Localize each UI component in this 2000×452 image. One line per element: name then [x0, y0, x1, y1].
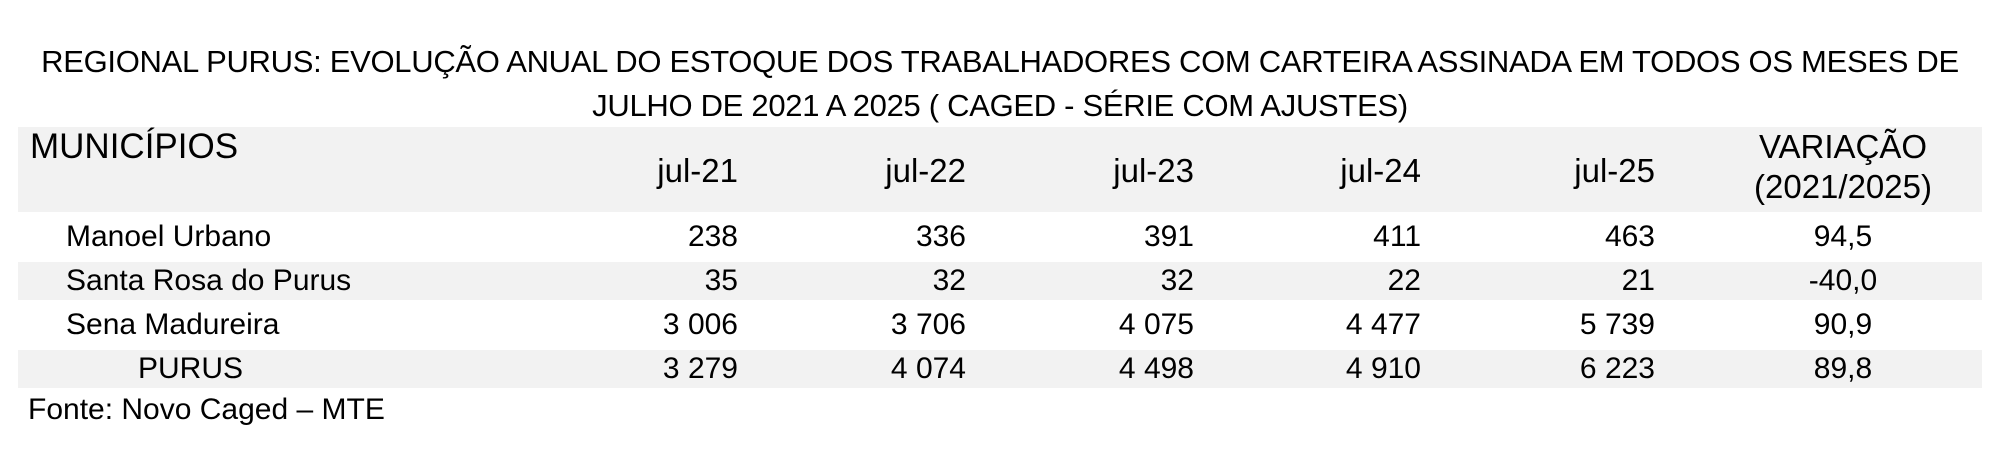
cell-jul-23: 32: [1160, 264, 1194, 297]
cell-jul-21: 3 279: [662, 352, 738, 385]
header-jul-22: jul-22: [885, 152, 966, 189]
header-jul-21: jul-21: [657, 152, 738, 189]
cell-jul-21: 35: [704, 264, 738, 297]
cell-jul-22: 4 074: [890, 352, 966, 385]
title-line-1: REGIONAL PURUS: EVOLUÇÃO ANUAL DO ESTOQU…: [41, 44, 1959, 79]
row-total-label: PURUS: [138, 352, 244, 385]
cell-jul-21: 238: [687, 220, 738, 253]
table-row: Sena Madureira 3 006 3 706 4 075 4 477 5…: [18, 306, 1982, 344]
cell-variacao: -40,0: [1808, 264, 1878, 297]
cell-jul-22: 336: [915, 220, 966, 253]
cell-jul-23: 4 498: [1118, 352, 1194, 385]
row-municipio: Manoel Urbano: [66, 220, 272, 253]
header-variacao-period: (2021/2025): [1754, 168, 1932, 205]
row-municipio: Sena Madureira: [66, 308, 280, 341]
table-row: Santa Rosa do Purus 35 32 32 22 21 -40,0: [18, 262, 1982, 300]
cell-jul-22: 32: [932, 264, 966, 297]
cell-jul-24: 4 477: [1345, 308, 1421, 341]
header-jul-24: jul-24: [1340, 152, 1421, 189]
cell-jul-24: 4 910: [1345, 352, 1421, 385]
cell-jul-25: 21: [1621, 264, 1655, 297]
cell-jul-22: 3 706: [890, 308, 966, 341]
table-row-total: PURUS 3 279 4 074 4 498 4 910 6 223 89,8: [18, 350, 1982, 388]
header-variacao: VARIAÇÃO (2021/2025): [1698, 127, 1988, 207]
header-jul-23: jul-23: [1113, 152, 1194, 189]
cell-variacao: 94,5: [1813, 220, 1873, 253]
cell-jul-25: 463: [1604, 220, 1655, 253]
cell-jul-23: 4 075: [1118, 308, 1194, 341]
cell-jul-21: 3 006: [662, 308, 738, 341]
cell-jul-24: 22: [1387, 264, 1421, 297]
table-row: Manoel Urbano 238 336 391 411 463 94,5: [18, 218, 1982, 256]
cell-jul-24: 411: [1373, 220, 1421, 253]
cell-jul-25: 6 223: [1579, 352, 1655, 385]
cell-jul-25: 5 739: [1579, 308, 1655, 341]
row-municipio: Santa Rosa do Purus: [66, 264, 352, 297]
cell-variacao: 90,9: [1813, 308, 1873, 341]
table-header-row: MUNICÍPIOS jul-21 jul-22 jul-23 jul-24 j…: [18, 127, 1982, 212]
source-note: Fonte: Novo Caged – MTE: [28, 393, 385, 426]
data-table: MUNICÍPIOS jul-21 jul-22 jul-23 jul-24 j…: [18, 127, 1982, 394]
cell-variacao: 89,8: [1813, 352, 1873, 385]
header-variacao-label: VARIAÇÃO: [1758, 128, 1928, 165]
title-line-2: JULHO DE 2021 A 2025 ( CAGED - SÉRIE COM…: [592, 88, 1408, 123]
table-title: REGIONAL PURUS: EVOLUÇÃO ANUAL DO ESTOQU…: [0, 40, 2000, 128]
cell-jul-23: 391: [1143, 220, 1194, 253]
header-municipios: MUNICÍPIOS: [30, 127, 239, 166]
header-jul-25: jul-25: [1574, 152, 1655, 189]
